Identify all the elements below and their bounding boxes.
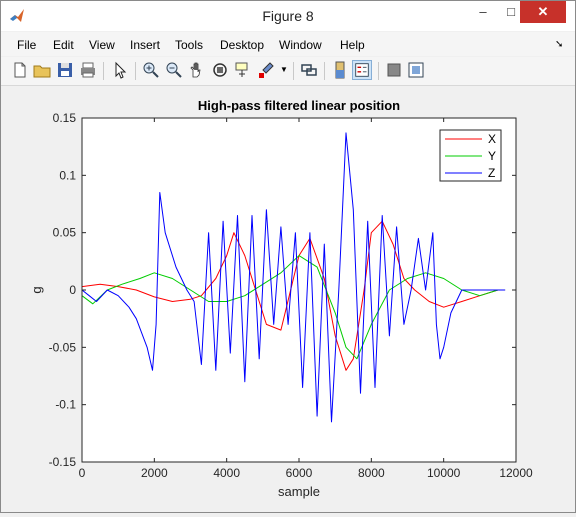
x-tick-label: 8000 — [358, 466, 385, 480]
menu-help[interactable]: Help — [340, 38, 365, 52]
hide-plot-tools-icon[interactable] — [384, 60, 404, 80]
y-tick-label: 0.1 — [59, 168, 76, 182]
brush-icon[interactable] — [256, 60, 276, 80]
x-axis-label: sample — [278, 484, 320, 499]
menu-window[interactable]: Window — [279, 38, 322, 52]
x-tick-label: 12000 — [499, 466, 533, 480]
y-tick-label: 0.15 — [53, 111, 77, 125]
new-figure-icon[interactable] — [10, 60, 30, 80]
open-file-icon[interactable] — [32, 60, 52, 80]
save-icon[interactable] — [55, 60, 75, 80]
legend-label-z: Z — [488, 166, 495, 180]
brush-dropdown-icon[interactable]: ▼ — [280, 65, 288, 74]
menu-insert[interactable]: Insert — [130, 38, 160, 52]
figure-canvas: 0 2000 4000 6000 8000 10000 12000 0.15 0.1 0.05 0-… — [1, 87, 575, 512]
x-tick-label: 0 — [79, 466, 86, 480]
toolbar-separator — [293, 62, 294, 80]
menu-tools[interactable]: Tools — [175, 38, 203, 52]
y-tick-label: 0 — [69, 283, 76, 297]
minimize-button[interactable]: – — [469, 1, 497, 23]
menu-bar: File Edit View Insert Tools Desktop Wind… — [1, 32, 575, 56]
chart-title: High-pass filtered linear position — [198, 98, 400, 113]
legend[interactable]: XYZ — [440, 130, 501, 181]
legend-icon[interactable] — [352, 60, 372, 80]
x-tick-label: 6000 — [286, 466, 313, 480]
title-bar: Figure 8 – □ ✕ — [1, 1, 575, 31]
y-tick-label: -0.05 — [49, 340, 77, 354]
figure-toolbar: ▼ — [1, 57, 575, 86]
print-icon[interactable] — [78, 60, 98, 80]
legend-label-y: Y — [488, 149, 496, 163]
colorbar-icon[interactable] — [330, 60, 350, 80]
data-cursor-icon[interactable] — [233, 60, 253, 80]
x-tick-label: 10000 — [427, 466, 461, 480]
x-tick-label: 4000 — [213, 466, 240, 480]
rotate-3d-icon[interactable] — [210, 60, 230, 80]
y-tick-label: -0.15 — [49, 455, 77, 469]
zoom-in-icon[interactable] — [141, 60, 161, 80]
toolbar-separator — [135, 62, 136, 80]
menu-view[interactable]: View — [89, 38, 115, 52]
toolbar-separator — [378, 62, 379, 80]
toolbar-separator — [324, 62, 325, 80]
pan-icon[interactable] — [187, 60, 207, 80]
menu-edit[interactable]: Edit — [53, 38, 74, 52]
legend-label-x: X — [488, 132, 496, 146]
zoom-out-icon[interactable] — [164, 60, 184, 80]
line-plot: 0 2000 4000 6000 8000 10000 120000.150.10.050-… — [1, 87, 575, 512]
menu-desktop[interactable]: Desktop — [220, 38, 264, 52]
y-tick-label: 0.05 — [53, 226, 77, 240]
x-tick-label: 2000 — [141, 466, 168, 480]
toolbar-separator — [103, 62, 104, 80]
y-tick-label: -0.1 — [55, 398, 76, 412]
y-axis-label: g — [29, 286, 44, 293]
show-plot-tools-icon[interactable] — [406, 60, 426, 80]
link-plot-icon[interactable] — [299, 60, 319, 80]
close-button[interactable]: ✕ — [520, 1, 566, 23]
dock-arrow-icon[interactable]: ➘ — [555, 39, 563, 50]
select-arrow-icon[interactable] — [110, 60, 130, 80]
menu-file[interactable]: File — [17, 38, 36, 52]
